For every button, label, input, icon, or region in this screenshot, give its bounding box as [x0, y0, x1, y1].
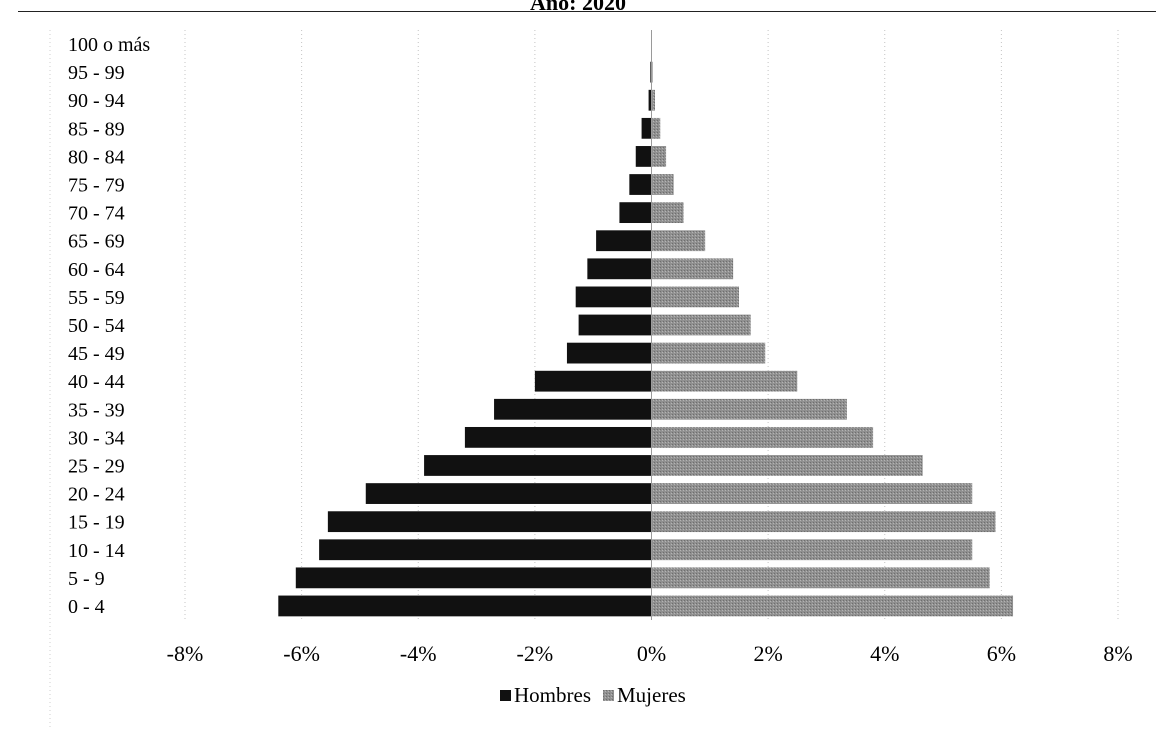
mujeres-bar: [651, 398, 847, 420]
age-group-label: 45 - 49: [68, 343, 125, 365]
top-rule: [18, 11, 1156, 12]
mujeres-bar: [651, 455, 923, 476]
x-tick-label: 0%: [637, 641, 666, 666]
mujeres-bar: [651, 595, 1014, 617]
age-axis: 0 - 4 5 - 9 10 - 14 15 - 19 20 - 24 25 - 29 30…: [68, 34, 150, 618]
age-group-label: 65 - 69: [68, 231, 125, 253]
age-group-label: 60 - 64: [68, 259, 125, 281]
mujeres-bar: [651, 511, 996, 533]
age-group-label: 35 - 39: [68, 399, 125, 421]
hombres-bar: [278, 595, 652, 617]
hombres-bar: [629, 174, 652, 195]
mujeres-bar: [651, 61, 653, 83]
mujeres-bar: [651, 483, 973, 504]
hombres-bar: [587, 258, 652, 280]
hombres-bar: [424, 455, 652, 476]
hombres-legend-swatch: [500, 690, 511, 701]
hombres-bar: [566, 342, 652, 364]
age-group-label: 75 - 79: [68, 175, 125, 197]
hombres-bar: [641, 117, 652, 139]
x-tick-label: 4%: [870, 641, 899, 666]
mujeres-bar: [651, 174, 674, 195]
x-tick-label: -8%: [167, 641, 204, 666]
hombres-bar: [365, 483, 652, 504]
x-tick-label: -2%: [517, 641, 554, 666]
age-group-label: 15 - 19: [68, 512, 125, 534]
x-tick-label: 8%: [1103, 641, 1132, 666]
age-group-label: 30 - 34: [68, 427, 125, 449]
age-group-label: 40 - 44: [68, 371, 125, 393]
hombres-bar: [619, 202, 652, 224]
age-group-label: 0 - 4: [68, 596, 105, 618]
age-group-label: 100 o más: [68, 34, 150, 56]
age-group-label: 85 - 89: [68, 118, 125, 140]
hombres-legend-label: Hombres: [514, 683, 591, 707]
mujeres-bar: [651, 117, 661, 139]
age-group-label: 95 - 99: [68, 62, 125, 84]
mujeres-bar: [651, 342, 766, 364]
x-axis: -8% -6% -4% -2% 0% 2% 4% 6% 8%: [167, 641, 1133, 666]
mujeres-legend-label: Mujeres: [617, 683, 686, 707]
hombres-bar: [648, 89, 652, 111]
hombres-bar: [319, 539, 652, 561]
x-tick-label: 6%: [987, 641, 1016, 666]
mujeres-bar: [651, 146, 667, 167]
age-group-label: 55 - 59: [68, 287, 125, 309]
mujeres-bar: [651, 426, 874, 448]
mujeres-bar: [651, 230, 706, 252]
x-tick-label: 2%: [753, 641, 782, 666]
hombres-bar: [578, 314, 652, 336]
mujeres-legend-swatch: [603, 690, 614, 701]
hombres-bar: [494, 398, 652, 420]
mujeres-bar: [651, 370, 798, 392]
hombres-bar: [650, 61, 652, 83]
x-tick-label: -6%: [283, 641, 320, 666]
hombres-bar: [534, 370, 652, 392]
age-group-label: 20 - 24: [68, 484, 125, 506]
hombres-bar: [464, 426, 652, 448]
age-group-label: 70 - 74: [68, 203, 125, 225]
hombres-bar: [295, 567, 652, 589]
hombres-bar: [635, 146, 652, 167]
mujeres-bar: [651, 314, 751, 336]
hombres-bar: [327, 511, 652, 533]
legend: Hombres Mujeres: [500, 683, 686, 707]
age-group-label: 25 - 29: [68, 455, 125, 477]
bars: [278, 30, 1014, 620]
x-tick-label: -4%: [400, 641, 437, 666]
mujeres-bar: [651, 286, 739, 308]
mujeres-bar: [651, 89, 655, 111]
age-group-label: 10 - 14: [68, 540, 125, 562]
mujeres-bar: [651, 258, 734, 280]
age-group-label: 80 - 84: [68, 146, 125, 168]
hombres-bar: [575, 286, 652, 308]
age-group-label: 5 - 9: [68, 568, 105, 590]
mujeres-bar: [651, 202, 684, 224]
mujeres-bar: [651, 567, 990, 589]
age-group-label: 90 - 94: [68, 90, 125, 112]
mujeres-bar: [651, 539, 973, 561]
age-group-label: 50 - 54: [68, 315, 125, 337]
hombres-bar: [596, 230, 652, 252]
